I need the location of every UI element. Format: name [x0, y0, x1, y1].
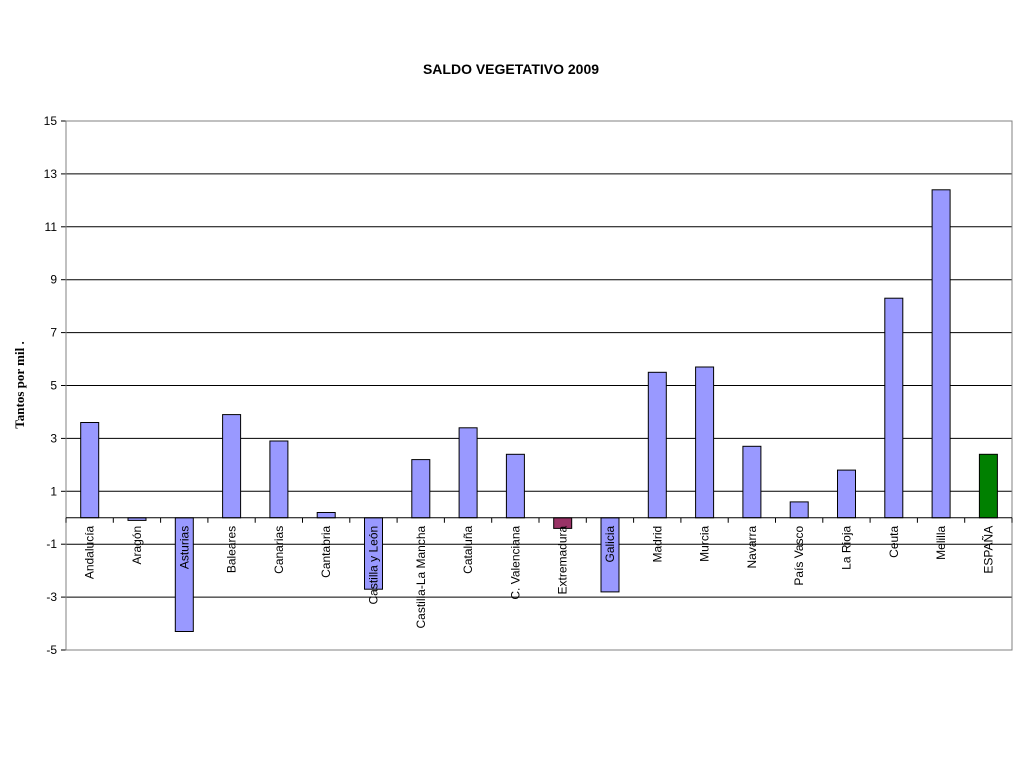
category-label: C. Valenciana [508, 525, 522, 599]
bar [978, 453, 998, 519]
bar [742, 445, 762, 519]
y-tick-label: 7 [50, 326, 57, 340]
category-label: Castilla y León [366, 526, 380, 605]
y-tick-label: -3 [46, 590, 57, 604]
bar [789, 501, 809, 519]
y-tick-label: 1 [50, 484, 57, 498]
category-label: La Rioja [839, 525, 853, 569]
grid-lines [66, 120, 1012, 598]
bar [269, 440, 289, 519]
bar [80, 422, 100, 519]
axes [65, 120, 1013, 651]
bar [647, 371, 667, 519]
y-tick-label: -1 [46, 537, 57, 551]
y-axis-label: Tantos por mil . [12, 341, 27, 428]
bars [80, 189, 998, 632]
bar [411, 459, 431, 519]
y-tick-label: 11 [45, 220, 58, 234]
plot-frame [65, 120, 1013, 651]
category-labels: Andalucía Aragón Asturias Baleares Canarias C… [83, 525, 996, 628]
category-label: Baleares [225, 526, 239, 573]
category-label: Galicia [603, 525, 617, 562]
chart-title: SALDO VEGETATIVO 2009 [423, 61, 599, 77]
category-label: Castilla-La Mancha [414, 525, 428, 628]
bar [931, 189, 951, 519]
category-label: País Vasco [792, 525, 806, 585]
category-label: Asturias [177, 526, 191, 569]
category-label: Aragón [130, 526, 144, 565]
bar [837, 469, 856, 519]
y-tick-label: 5 [50, 379, 57, 393]
category-label: Navarra [745, 525, 759, 568]
category-label: Canarias [272, 526, 286, 574]
y-tick-label: -5 [46, 643, 57, 657]
bar [458, 427, 478, 519]
bar [884, 297, 904, 519]
category-label: Murcia [698, 525, 712, 561]
y-tick-label: 3 [50, 431, 57, 445]
category-label: Andalucía [83, 525, 97, 579]
y-tick-label: 13 [44, 167, 58, 181]
bar [695, 366, 715, 519]
bar [222, 414, 242, 519]
y-tick-label: 9 [50, 273, 57, 287]
category-label: Cantabria [319, 525, 333, 577]
category-label: Madrid [650, 526, 664, 563]
bar [505, 453, 525, 519]
category-label: ESPAÑA [981, 526, 995, 574]
category-label: Cataluña [461, 525, 475, 573]
category-label: Extremadura [556, 525, 570, 594]
bar [316, 512, 336, 519]
y-tick-label: 15 [44, 114, 58, 128]
category-label: Melilla [934, 525, 948, 559]
category-label: Ceuta [887, 525, 901, 557]
